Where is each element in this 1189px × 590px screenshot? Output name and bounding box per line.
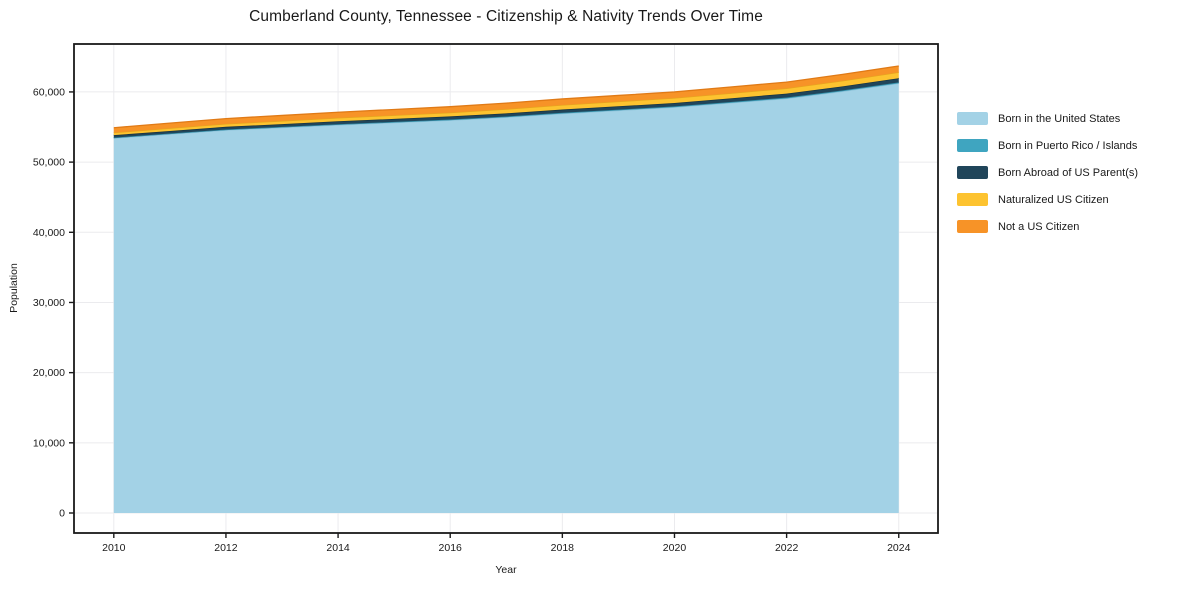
y-tick-label: 20,000: [33, 367, 65, 379]
legend-label: Born in Puerto Rico / Islands: [998, 139, 1138, 152]
legend-swatch-icon: [957, 139, 988, 152]
area-not-a-us-citizen: [113, 65, 899, 133]
y-tick-label: 60,000: [33, 86, 65, 98]
legend-item: Born in the United States: [957, 112, 1138, 125]
x-tick-label: 2010: [102, 542, 126, 554]
legend-item: Born Abroad of US Parent(s): [957, 166, 1138, 179]
legend-item: Not a US Citizen: [957, 220, 1138, 233]
x-tick-label: 2024: [887, 542, 911, 554]
legend-label: Born in the United States: [998, 112, 1121, 125]
plot-border: [73, 43, 939, 534]
chart-title: Cumberland County, Tennessee - Citizensh…: [249, 8, 763, 25]
x-axis-label: Year: [495, 564, 517, 576]
legend-label: Born Abroad of US Parent(s): [998, 166, 1139, 179]
y-tick-label: 40,000: [33, 227, 65, 239]
y-tick-label: 50,000: [33, 157, 65, 169]
x-tick-label: 2012: [214, 542, 238, 554]
area-edge-not-a-us-citizen: [113, 65, 899, 129]
legend-swatch-icon: [957, 193, 988, 206]
y-tick-label: 10,000: [33, 437, 65, 449]
legend-label: Naturalized US Citizen: [998, 193, 1109, 206]
x-tick-label: 2020: [663, 542, 687, 554]
area-born-in-the-united-states: [113, 83, 899, 513]
x-tick-label: 2018: [551, 542, 575, 554]
x-tick-label: 2016: [439, 542, 463, 554]
legend-swatch-icon: [957, 166, 988, 179]
legend-swatch-icon: [957, 220, 988, 233]
x-tick-label: 2022: [775, 542, 799, 554]
legend-item: Born in Puerto Rico / Islands: [957, 139, 1138, 152]
legend: Born in the United States Born in Puerto…: [957, 112, 1138, 233]
legend-swatch-icon: [957, 112, 988, 125]
legend-item: Naturalized US Citizen: [957, 193, 1138, 206]
legend-label: Not a US Citizen: [998, 220, 1080, 233]
y-tick-label: 0: [59, 507, 65, 519]
x-tick-label: 2014: [326, 542, 350, 554]
y-tick-label: 30,000: [33, 297, 65, 309]
